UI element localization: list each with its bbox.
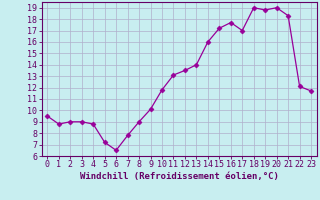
X-axis label: Windchill (Refroidissement éolien,°C): Windchill (Refroidissement éolien,°C): [80, 172, 279, 181]
